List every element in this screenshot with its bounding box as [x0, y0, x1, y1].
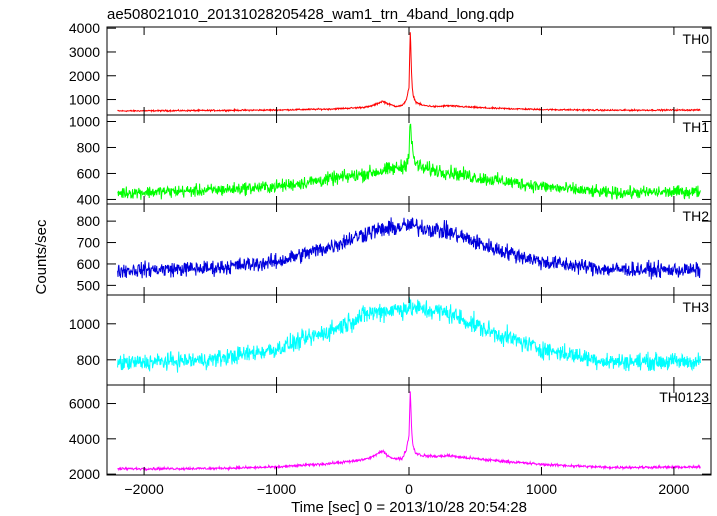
- y-tick-label: 1000: [69, 316, 100, 332]
- series-line-th0123: [117, 391, 701, 472]
- y-tick-label: 6000: [69, 396, 100, 412]
- y-tick-label: 800: [77, 213, 101, 229]
- y-tick-label: 1000: [69, 113, 100, 129]
- chart-title: ae508021010_20131028205428_wam1_trn_4ban…: [107, 6, 514, 23]
- y-tick-label: 4000: [69, 20, 100, 36]
- y-tick-label: 800: [77, 139, 101, 155]
- y-tick-label: 500: [77, 277, 101, 293]
- x-tick-label: −2000: [124, 481, 164, 497]
- panel-label-th1: TH1: [683, 119, 710, 135]
- panel-label-th0: TH0: [683, 31, 710, 47]
- y-tick-label: 3000: [69, 44, 100, 60]
- y-tick-label: 1000: [69, 92, 100, 108]
- series-line-th3: [117, 297, 701, 373]
- y-tick-label: 2000: [69, 466, 100, 482]
- x-tick-label: 2000: [658, 481, 689, 497]
- x-tick-label: 1000: [526, 481, 557, 497]
- x-axis-label: Time [sec] 0 = 2013/10/28 20:54:28: [291, 499, 527, 516]
- panel-label-th2: TH2: [683, 208, 710, 224]
- x-tick-label: −1000: [257, 481, 297, 497]
- series-line-th0: [117, 32, 701, 113]
- y-tick-label: 2000: [69, 68, 100, 84]
- series-line-th1: [117, 123, 701, 200]
- y-tick-label: 700: [77, 235, 101, 251]
- y-tick-label: 400: [77, 191, 101, 207]
- panel-frame: [106, 203, 712, 296]
- panel-label-th0123: TH0123: [659, 389, 709, 405]
- y-tick-label: 800: [77, 352, 101, 368]
- y-tick-label: 600: [77, 256, 101, 272]
- panels-group: 1000 2000 3000 4000 TH0 400 600 800 1000 TH1 500 60…: [69, 20, 712, 497]
- y-axis-label: Counts/sec: [33, 219, 50, 295]
- y-tick-label: 4000: [69, 431, 100, 447]
- x-tick-label: 0: [405, 481, 413, 497]
- y-tick-label: 600: [77, 165, 101, 181]
- panel-label-th3: TH3: [683, 299, 710, 315]
- series-line-th2: [117, 217, 701, 280]
